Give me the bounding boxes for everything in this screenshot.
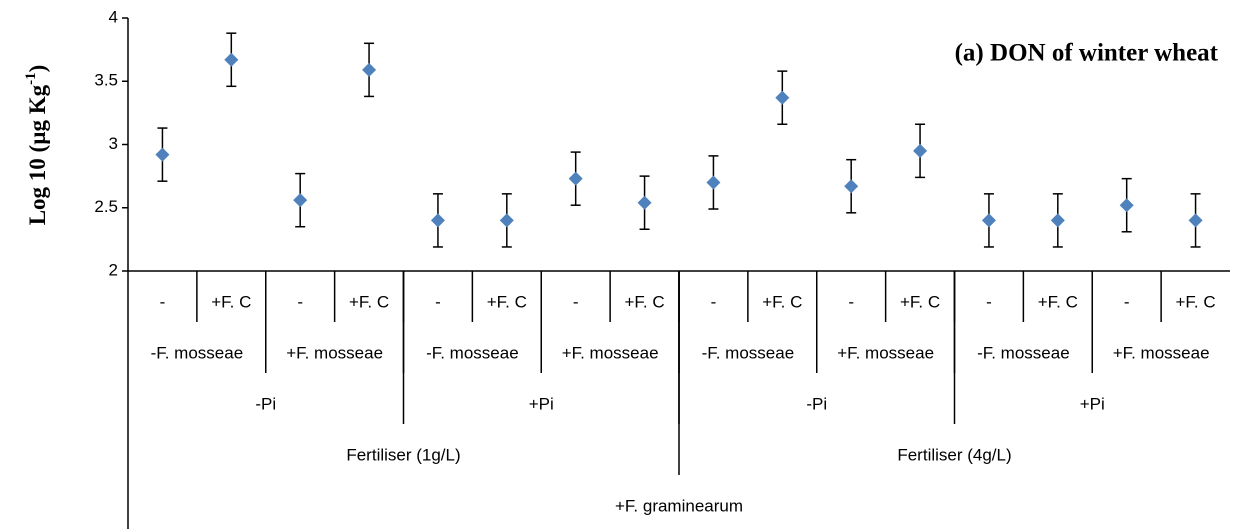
point [224, 52, 239, 67]
y-tick-label: 2.5 [94, 197, 118, 216]
x-category-label: +F. C [624, 292, 664, 311]
x-category-label: +F. C [1175, 292, 1215, 311]
point [430, 213, 445, 228]
x-category-label: -Pi [806, 394, 827, 413]
y-label-text: ) [25, 65, 50, 73]
x-category-label: +F. C [211, 292, 251, 311]
y-tick-label: 4 [109, 7, 118, 26]
point [844, 179, 859, 194]
y-axis-label: Log 10 (µg Kg-1) [23, 65, 50, 226]
x-category-label: Fertiliser (1g/L) [346, 445, 460, 464]
x-category-label: - [711, 292, 717, 311]
x-category-label: +F. C [1038, 292, 1078, 311]
point [293, 193, 308, 208]
point [155, 147, 170, 162]
y-label-text: Log 10 (µg Kg [25, 84, 50, 225]
x-category-label: Fertiliser (4g/L) [897, 445, 1011, 464]
x-category-label: - [848, 292, 854, 311]
point [1050, 213, 1065, 228]
x-category-label: -F. mosseae [977, 343, 1070, 362]
point [362, 62, 377, 77]
point [706, 175, 721, 190]
x-category-label: +F. mosseae [286, 343, 383, 362]
x-category-label: -F. mosseae [702, 343, 795, 362]
y-tick-label: 3.5 [94, 71, 118, 90]
point [913, 143, 928, 158]
x-category-label: +F. C [349, 292, 389, 311]
point [1188, 213, 1203, 228]
point [499, 213, 514, 228]
y-label-sup: -1 [23, 72, 39, 85]
x-category-label: -F. mosseae [151, 343, 244, 362]
y-tick-label: 3 [109, 134, 118, 153]
point [568, 171, 583, 186]
x-category-label: - [297, 292, 303, 311]
x-category-label: -F. mosseae [426, 343, 519, 362]
point [1119, 198, 1134, 213]
x-category-label: +F. C [900, 292, 940, 311]
x-category-label: +F. mosseae [837, 343, 934, 362]
x-category-label: - [573, 292, 579, 311]
y-tick-label: 2 [109, 260, 118, 279]
x-category-label: - [1124, 292, 1130, 311]
x-category-label: +Pi [1080, 394, 1105, 413]
point [981, 213, 996, 228]
point [637, 195, 652, 210]
x-category-label: +F. mosseae [1113, 343, 1210, 362]
x-category-label: +F. mosseae [562, 343, 659, 362]
x-category-label: +F. C [762, 292, 802, 311]
point [775, 90, 790, 105]
annotation: (a) DON of winter wheat [955, 40, 1219, 67]
x-category-label: -Pi [255, 394, 276, 413]
x-category-label: - [986, 292, 992, 311]
x-category-label: +Pi [529, 394, 554, 413]
x-category-label: +F. C [487, 292, 527, 311]
x-category-label: - [160, 292, 166, 311]
x-category-label: +F. graminearum [615, 496, 743, 515]
x-category-label: - [435, 292, 441, 311]
